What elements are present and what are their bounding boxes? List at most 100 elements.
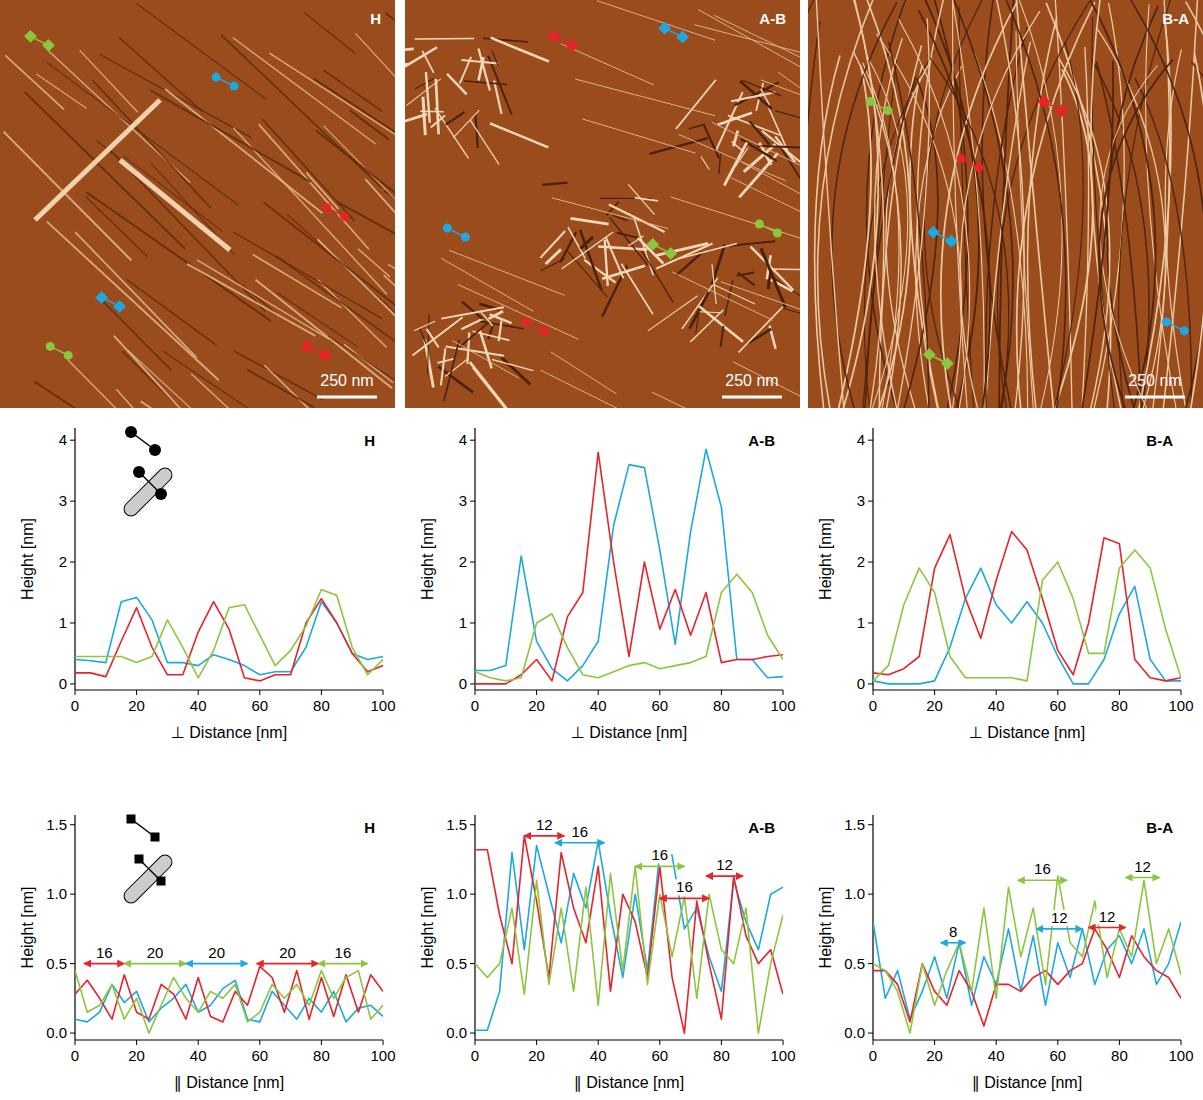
fibril [650, 138, 708, 154]
x-tick-label: 60 [251, 697, 268, 714]
spacing-label: 12 [716, 856, 733, 873]
plot-data [475, 836, 783, 1033]
chart: 01234020406080100Height [nm]⊥ Distance [… [419, 428, 796, 741]
profile-marker [1038, 95, 1069, 117]
x-tick [383, 690, 384, 695]
fibril [656, 243, 712, 268]
x-tick [136, 690, 137, 695]
x-tick-label: 100 [770, 697, 795, 714]
inset-end [151, 833, 160, 842]
fibril [541, 370, 663, 408]
profile-marker [212, 73, 239, 91]
x-tick-label: 40 [590, 697, 607, 714]
fibril [25, 92, 185, 249]
spacing-label: 12 [1134, 858, 1151, 875]
fibril [431, 116, 445, 128]
fibril [1092, 17, 1118, 408]
fibril [818, 0, 878, 408]
marker-end [566, 39, 579, 52]
marker-end [974, 163, 983, 172]
fibril [700, 312, 722, 313]
fibril [815, 56, 840, 408]
spacing-label: 20 [208, 944, 225, 961]
x-tick-label: 80 [713, 697, 730, 714]
x-tick [475, 690, 476, 695]
label-patch [332, 945, 354, 961]
marker-end [42, 39, 55, 52]
chart: 01234020406080100Height [nm]⊥ Distance [… [817, 428, 1194, 741]
profile-marker [658, 22, 689, 44]
y-tick [868, 440, 873, 441]
x-tick [721, 1040, 722, 1045]
spacing-label: 16 [1034, 860, 1051, 877]
x-tick-label: 0 [869, 1047, 877, 1064]
fibril [571, 218, 609, 224]
y-tick [70, 683, 75, 684]
y-tick-label: 4 [459, 431, 467, 448]
fibril [441, 348, 445, 385]
afm-image: B-A250 nm [751, 0, 1203, 438]
fibril [831, 65, 871, 408]
fibril [1044, 69, 1093, 408]
y-tick-label: 1.5 [844, 816, 865, 833]
x-tick-label: 40 [190, 697, 207, 714]
x-tick-label: 20 [926, 697, 943, 714]
fibril [128, 350, 272, 408]
fibril [480, 311, 493, 326]
fibril [731, 178, 800, 217]
profile-line [873, 550, 1181, 681]
y-tick-label: 3 [59, 492, 67, 509]
spacing-label: 12 [1051, 909, 1068, 926]
spacing-arrow [1126, 877, 1160, 879]
plot-data [475, 449, 783, 684]
fibril [461, 319, 483, 329]
profile-line [475, 866, 783, 1033]
fibril [775, 111, 800, 118]
y-tick [470, 501, 475, 502]
image-label: A-B [759, 10, 786, 27]
x-tick [996, 690, 997, 695]
spacing-label: 16 [571, 823, 588, 840]
fibril [701, 157, 709, 170]
fibril [427, 329, 439, 348]
fibril-texture [405, 1, 800, 408]
inset-end [125, 426, 137, 438]
profile-marker [755, 219, 782, 237]
inset-end [127, 815, 136, 824]
label-patch [144, 945, 166, 961]
fibril [638, 238, 663, 264]
spacing-arrow [1018, 879, 1067, 881]
spacing-label: 16 [96, 944, 113, 961]
label-patch [1048, 910, 1070, 926]
spacing-arrow [257, 963, 319, 965]
marker-end [64, 351, 73, 360]
spacing-label: 20 [147, 944, 164, 961]
spacing-label: 12 [536, 816, 553, 833]
plot-data [873, 876, 1181, 1033]
figure: H250 nmA-B250 nmB-A250 nm012340204060801… [0, 0, 1203, 1100]
x-axis [475, 689, 783, 690]
x-tick-label: 100 [1168, 697, 1193, 714]
label-patch [277, 945, 299, 961]
fibril [234, 351, 323, 400]
fibril [721, 326, 724, 347]
marker-end [24, 30, 37, 43]
fibril [712, 122, 800, 182]
x-tick-label: 40 [988, 697, 1005, 714]
profile-marker [522, 317, 549, 335]
marker-end [927, 226, 940, 239]
fibril [446, 346, 504, 355]
fibril [672, 272, 772, 320]
scale-bar [722, 396, 782, 399]
y-tick [868, 622, 873, 623]
marker-end [230, 82, 239, 91]
x-tick [934, 690, 935, 695]
x-tick-label: 60 [251, 1047, 268, 1064]
marker-end [676, 31, 689, 44]
profile-marker [646, 238, 677, 260]
x-tick [783, 690, 784, 695]
fibril [460, 57, 471, 84]
x-tick-label: 60 [651, 1047, 668, 1064]
fibril [676, 80, 716, 129]
fibril [635, 198, 659, 201]
